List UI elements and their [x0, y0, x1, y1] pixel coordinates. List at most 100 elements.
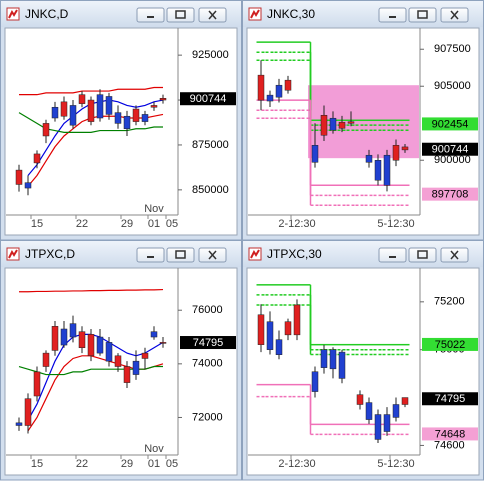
- candle-body: [24, 182, 32, 189]
- candle-body: [123, 115, 131, 130]
- price-tag: [422, 337, 478, 351]
- y-tick-label: 900000: [434, 154, 471, 166]
- candle-body: [338, 121, 346, 129]
- candle-body: [105, 96, 113, 115]
- price-tag-label: 900744: [432, 144, 469, 156]
- window-icon-mark: [8, 9, 18, 19]
- x-tick-label: 22: [76, 458, 88, 470]
- indicator-line: [27, 333, 164, 421]
- indicator-line: [19, 86, 163, 96]
- candle-body: [132, 360, 140, 375]
- close-icon: [208, 10, 217, 20]
- x-tick-label: 2-12:30: [278, 218, 315, 230]
- y-tick-label: 905000: [434, 80, 471, 92]
- x-tick-label: 29: [121, 458, 133, 470]
- window-title: JNKC,30: [267, 7, 315, 21]
- candle-body: [320, 349, 328, 368]
- close-icon: [208, 250, 217, 260]
- restore-button[interactable]: [166, 247, 195, 263]
- indicator-line: [19, 288, 164, 293]
- price-tag-label: 900744: [190, 93, 227, 105]
- candle-body: [69, 323, 77, 338]
- candle-body: [42, 123, 50, 137]
- x-tick-label: 05: [166, 218, 178, 230]
- candle-body: [329, 349, 337, 370]
- candle-body: [51, 326, 59, 351]
- window-title: JTPXC,D: [25, 247, 75, 261]
- candle-body: [132, 108, 140, 122]
- candle-body: [320, 114, 328, 136]
- candle-body: [15, 422, 23, 426]
- candle-body: [78, 331, 86, 349]
- candle-body: [141, 352, 149, 359]
- candle-body: [275, 339, 283, 355]
- minimize-button[interactable]: [378, 247, 407, 263]
- restore-icon: [175, 250, 186, 259]
- x-tick-label: 29: [121, 218, 133, 230]
- candle-body: [338, 351, 346, 379]
- window-icon-mark: [250, 249, 260, 259]
- candle-body: [284, 321, 292, 336]
- window-title: JTPXC,30: [267, 247, 322, 261]
- candle-body: [374, 414, 382, 440]
- candle-body: [24, 398, 32, 426]
- candle-body: [266, 321, 274, 350]
- close-icon: [450, 10, 459, 20]
- candle-body: [383, 154, 391, 186]
- y-tick-label: 74000: [192, 358, 223, 370]
- candle-body: [293, 304, 301, 336]
- y-tick-label: 850000: [192, 184, 229, 196]
- indicator-line: [27, 99, 164, 176]
- candle-body: [365, 402, 373, 420]
- candle-body: [141, 114, 149, 122]
- restore-button[interactable]: [408, 247, 437, 263]
- y-tick-label: 875000: [192, 139, 229, 151]
- price-tag-label: 74648: [435, 428, 466, 440]
- y-tick-label: 907500: [434, 43, 471, 55]
- restore-icon: [417, 250, 428, 259]
- x-tick-label: 22: [76, 218, 88, 230]
- candle-body: [159, 342, 167, 344]
- price-tag: [422, 392, 478, 406]
- candle-body: [383, 414, 391, 432]
- candle-body: [401, 146, 409, 151]
- candle-body: [33, 371, 41, 397]
- candle-body: [42, 352, 50, 367]
- candle-body: [96, 336, 104, 354]
- candle-body: [15, 169, 23, 185]
- candle-body: [150, 331, 158, 338]
- candle-body: [284, 79, 292, 91]
- x-tick-label: 15: [31, 458, 43, 470]
- month-label: Nov: [144, 203, 164, 215]
- x-tick-label: 15: [31, 218, 43, 230]
- candle-body: [69, 105, 77, 126]
- candle-body: [401, 397, 409, 405]
- candle-body: [311, 371, 319, 392]
- minimize-button[interactable]: [136, 247, 165, 263]
- minimize-icon: [147, 16, 154, 18]
- candle-body: [374, 159, 382, 181]
- y-tick-label: 72000: [192, 411, 223, 423]
- minimize-button[interactable]: [136, 7, 165, 23]
- candle-body: [87, 99, 95, 122]
- minimize-icon: [389, 256, 396, 258]
- close-icon: [450, 250, 459, 260]
- price-tag-label: 74795: [435, 393, 466, 405]
- restore-button[interactable]: [408, 7, 437, 23]
- x-tick-label: 01: [148, 218, 160, 230]
- candle-body: [87, 334, 95, 357]
- candle-body: [105, 342, 113, 362]
- minimize-icon: [147, 256, 154, 258]
- restore-button[interactable]: [166, 7, 195, 23]
- minimize-icon: [389, 16, 396, 18]
- candle-body: [266, 94, 274, 102]
- restore-icon: [417, 10, 428, 19]
- candle-body: [114, 112, 122, 124]
- chart-area: [246, 267, 480, 476]
- price-tag: [422, 187, 478, 201]
- minimize-button[interactable]: [378, 7, 407, 23]
- window-icon-mark: [8, 249, 18, 259]
- x-tick-label: 5-12:30: [377, 458, 414, 470]
